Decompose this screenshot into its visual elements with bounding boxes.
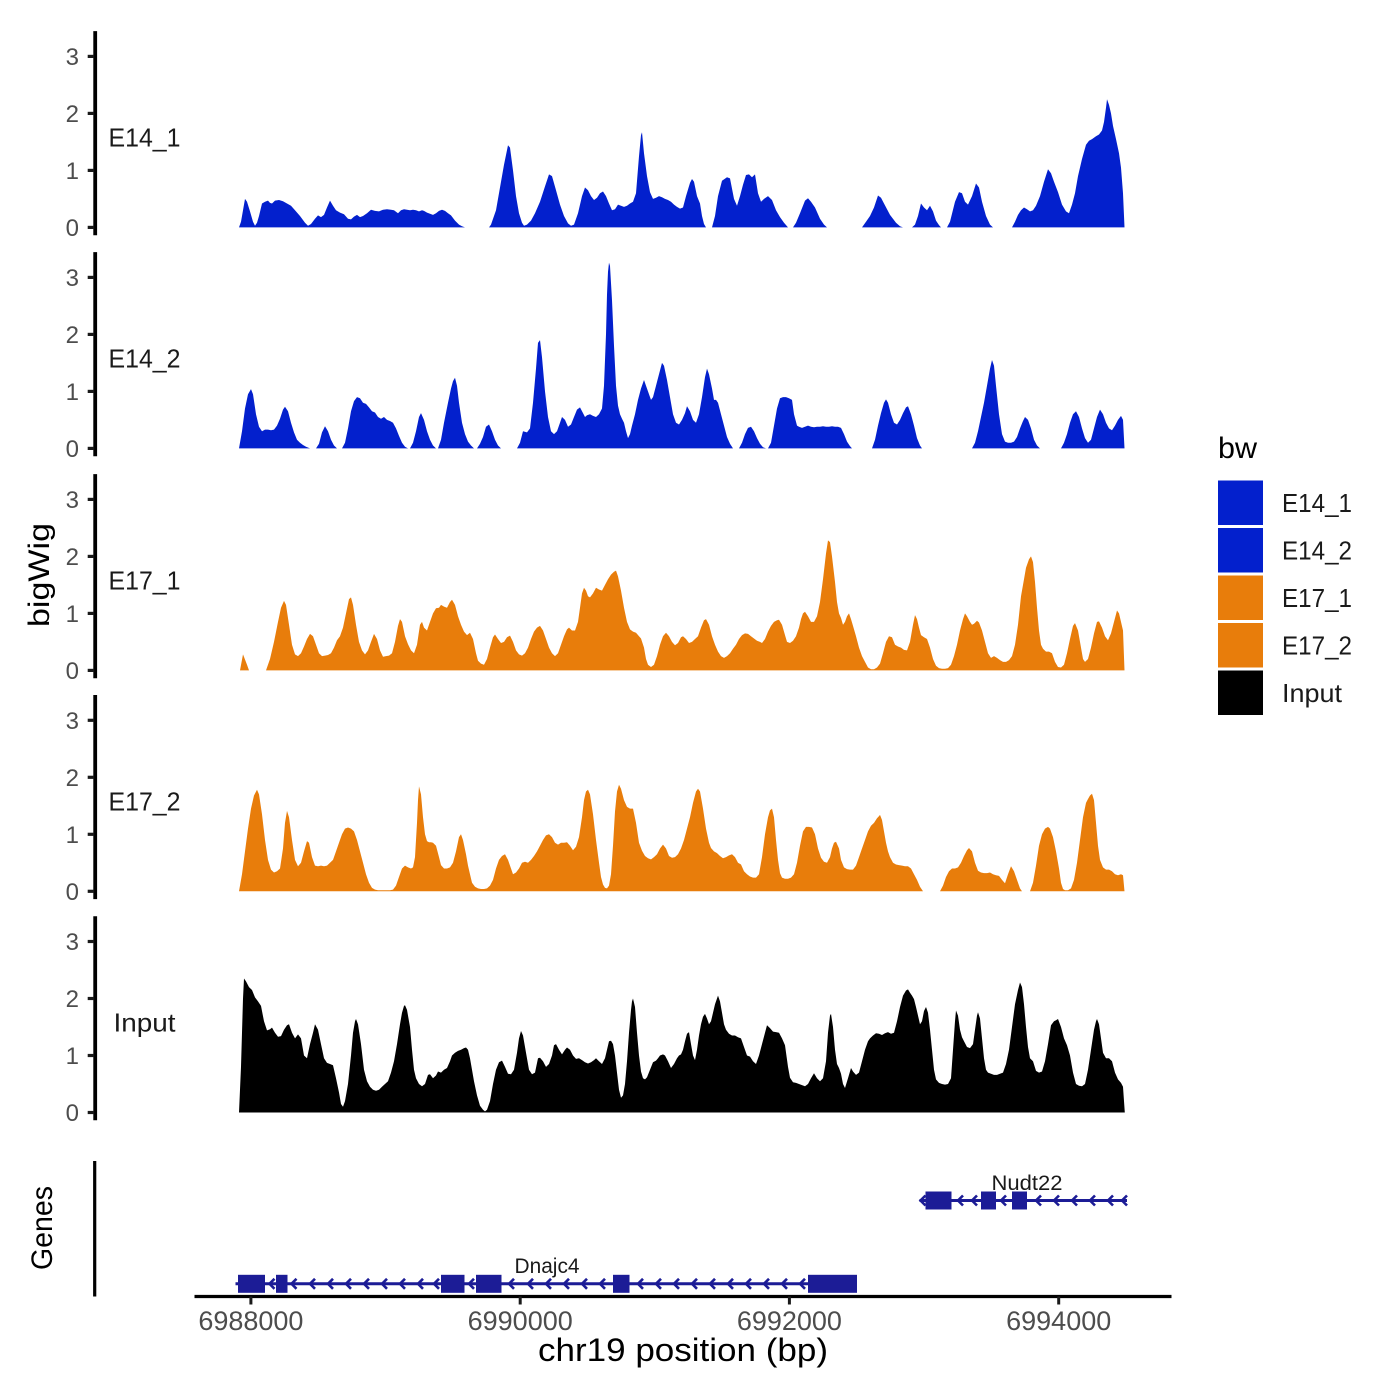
- svg-text:3: 3: [66, 708, 79, 735]
- svg-text:1: 1: [66, 822, 79, 849]
- svg-text:E17_1: E17_1: [109, 565, 181, 595]
- svg-text:bw: bw: [1218, 432, 1257, 465]
- svg-text:1: 1: [66, 1043, 79, 1070]
- svg-text:Nudt22: Nudt22: [992, 1172, 1063, 1195]
- svg-text:1: 1: [66, 158, 79, 185]
- svg-text:6988000: 6988000: [198, 1306, 303, 1336]
- svg-text:3: 3: [66, 929, 79, 956]
- svg-text:3: 3: [66, 44, 79, 71]
- svg-text:2: 2: [66, 322, 79, 349]
- svg-text:Input: Input: [114, 1008, 177, 1038]
- svg-text:E14_2: E14_2: [109, 343, 181, 373]
- svg-text:E14_1: E14_1: [109, 122, 181, 152]
- svg-text:E14_2: E14_2: [1282, 536, 1352, 566]
- svg-text:bigWig: bigWig: [23, 523, 56, 627]
- svg-text:1: 1: [66, 379, 79, 406]
- svg-text:2: 2: [66, 544, 79, 571]
- svg-text:E17_1: E17_1: [1282, 583, 1352, 613]
- svg-text:0: 0: [66, 879, 79, 906]
- svg-text:6992000: 6992000: [737, 1306, 842, 1336]
- svg-text:0: 0: [66, 1100, 79, 1127]
- svg-text:0: 0: [66, 658, 79, 685]
- svg-text:0: 0: [66, 436, 79, 463]
- svg-text:3: 3: [66, 265, 79, 292]
- svg-text:0: 0: [66, 215, 79, 242]
- svg-text:E17_2: E17_2: [109, 786, 181, 816]
- svg-text:6990000: 6990000: [468, 1306, 573, 1336]
- svg-text:6994000: 6994000: [1006, 1306, 1111, 1336]
- svg-text:Input: Input: [1282, 678, 1343, 708]
- svg-text:Dnajc4: Dnajc4: [515, 1255, 580, 1278]
- svg-text:1: 1: [66, 601, 79, 628]
- svg-text:chr19 position (bp): chr19 position (bp): [538, 1332, 828, 1368]
- svg-text:3: 3: [66, 487, 79, 514]
- svg-text:E17_2: E17_2: [1282, 631, 1352, 661]
- svg-text:E14_1: E14_1: [1282, 488, 1352, 518]
- svg-text:2: 2: [66, 765, 79, 792]
- svg-text:Genes: Genes: [26, 1186, 59, 1270]
- svg-text:2: 2: [66, 986, 79, 1013]
- svg-text:2: 2: [66, 101, 79, 128]
